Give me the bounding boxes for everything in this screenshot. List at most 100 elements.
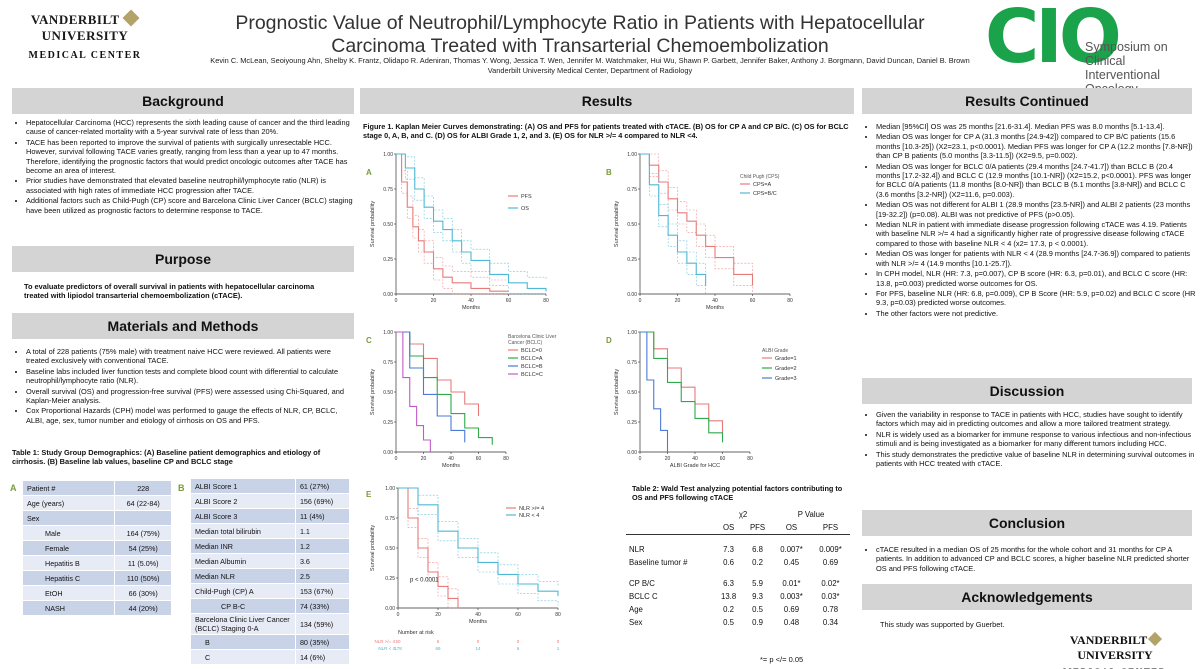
table-row: Hepatitis C 110 (50%) bbox=[21, 570, 172, 586]
table-cell: 5.9 bbox=[752, 579, 763, 588]
table-cell-value: 153 (67%) bbox=[294, 583, 351, 599]
table-cell-value: 64 (22-84) bbox=[114, 495, 172, 511]
km-chart-d: 0.00 0.25 0.50 0.75 1.00 0 20 40 60 80 ALBI Grade … bbox=[614, 330, 797, 469]
results-continued-heading: Results Continued bbox=[862, 88, 1192, 114]
x-tick-label: 60 bbox=[720, 456, 726, 462]
table-cell: Age bbox=[629, 605, 643, 614]
table2-subheader: PFS bbox=[743, 521, 772, 535]
risk-table-value: 6 bbox=[437, 639, 440, 644]
table-cell-label: EtOH bbox=[21, 585, 116, 601]
table-cell-label: Female bbox=[21, 540, 116, 556]
table-row: Child-Pugh (CP) A 153 (67%) bbox=[190, 583, 351, 599]
table-row: Age (years) 64 (22-84) bbox=[21, 495, 172, 511]
table-cell-label: B bbox=[190, 634, 296, 650]
risk-table-value: 14 bbox=[475, 646, 481, 651]
table-cell-value: 156 (69%) bbox=[294, 493, 351, 509]
table-row: CP B/C 6.3 5.9 0.01* 0.02* bbox=[626, 569, 850, 590]
series-ci-upper bbox=[396, 153, 509, 281]
y-tick-label: 0.50 bbox=[383, 390, 393, 396]
x-tick-label: 20 bbox=[665, 456, 671, 462]
legend-label: CPS=B/C bbox=[753, 191, 777, 197]
legend-label: BCLC=0 bbox=[521, 348, 542, 354]
x-tick-label: 40 bbox=[468, 298, 474, 304]
y-axis-label: Survival probability bbox=[614, 369, 620, 415]
table-cell-value bbox=[114, 510, 172, 526]
table-cell: 0.2 bbox=[752, 558, 763, 567]
y-tick-label: 0.75 bbox=[627, 360, 637, 366]
acknowledgements-text: This study was supported by Guerbet. bbox=[880, 620, 1005, 629]
table-cell-label: NASH bbox=[21, 600, 116, 616]
table-row: Barcelona Clinic Liver Cancer (BCLC) Sta… bbox=[190, 613, 351, 635]
x-tick-label: 40 bbox=[448, 456, 454, 462]
vanderbilt-logo-footer: VANDERBILT UNIVERSITY MEDICAL CENTER bbox=[1035, 631, 1195, 669]
table-cell: 0.01* bbox=[782, 579, 801, 588]
series-ci-upper bbox=[640, 153, 706, 275]
results-bullet: For PFS, baseline NLR (HR: 6.8, p=0.009)… bbox=[876, 289, 1196, 308]
oak-leaf-icon bbox=[122, 9, 140, 27]
y-tick-label: 0.00 bbox=[627, 450, 637, 456]
table-cell: 0.69 bbox=[822, 558, 839, 567]
background-bullet: TACE has been reported to improve the su… bbox=[26, 138, 353, 176]
x-tick-label: 80 bbox=[503, 456, 509, 462]
km-chart-a: 0.00 0.25 0.50 0.75 1.00 0 20 40 60 80 Months Survi… bbox=[370, 152, 549, 311]
table1-label-b: B bbox=[178, 483, 185, 493]
table-row: Age 0.2 0.5 0.69 0.78 bbox=[626, 603, 850, 616]
panel-d-label: D bbox=[606, 336, 612, 345]
x-tick-label: 20 bbox=[431, 298, 437, 304]
y-tick-label: 0.00 bbox=[627, 292, 637, 298]
table-row: ALBI Score 3 11 (4%) bbox=[190, 508, 351, 524]
discussion-heading: Discussion bbox=[862, 378, 1192, 404]
y-tick-label: 0.50 bbox=[385, 546, 395, 552]
x-axis-label: Months bbox=[706, 305, 724, 311]
km-chart-c: 0.00 0.25 0.50 0.75 1.00 0 20 40 60 80 Months Survi… bbox=[370, 330, 557, 469]
risk-table-value: 0 bbox=[557, 639, 560, 644]
chart-annotation: p < 0.0001 bbox=[410, 578, 439, 584]
table-cell-value: 11 (5.0%) bbox=[114, 555, 172, 571]
results-bullet: Median OS was longer for CP A (31.3 mont… bbox=[876, 132, 1196, 160]
table-cell-label: ALBI Score 2 bbox=[190, 493, 296, 509]
y-tick-label: 0.50 bbox=[627, 222, 637, 228]
series-line bbox=[398, 487, 459, 608]
table-cell: Sex bbox=[629, 618, 643, 627]
table-cell-label: Median NLR bbox=[190, 568, 296, 584]
plot-area bbox=[396, 154, 546, 294]
purpose-text: To evaluate predictors of overall surviv… bbox=[24, 282, 315, 301]
table-cell: 0.5 bbox=[723, 618, 735, 627]
table2-subheader: OS bbox=[714, 521, 744, 535]
x-tick-label: 20 bbox=[435, 612, 441, 618]
table-cell-label: Patient # bbox=[21, 480, 116, 496]
series-line bbox=[396, 331, 431, 452]
y-tick-label: 1.00 bbox=[385, 486, 395, 492]
table1-a: Patient #228 Age (years) 64 (22-84) Sex Male… bbox=[21, 480, 172, 616]
table-row: Median Albumin 3.6 bbox=[190, 553, 351, 569]
x-tick-label: 0 bbox=[397, 612, 400, 618]
series-line bbox=[396, 153, 509, 292]
background-bullet: Hepatocellular Carcinoma (HCC) represent… bbox=[26, 118, 353, 137]
table-cell-value: 1.1 bbox=[294, 523, 351, 539]
table-row: Patient #228 bbox=[21, 480, 172, 496]
table-cell: Baseline tumor # bbox=[629, 558, 688, 567]
table-cell-label: Barcelona Clinic Liver Cancer (BCLC) Sta… bbox=[190, 613, 296, 635]
y-tick-label: 1.00 bbox=[627, 152, 637, 158]
vanderbilt-logo: VANDERBILT UNIVERSITY MEDICAL CENTER bbox=[10, 9, 160, 61]
table-cell: CP B/C bbox=[629, 579, 655, 588]
series-line bbox=[640, 331, 724, 443]
legend-label: PFS bbox=[521, 194, 532, 200]
table1-caption: Table 1: Study Group Demographics: (A) B… bbox=[12, 448, 321, 467]
table-cell-label: Child-Pugh (CP) A bbox=[190, 583, 296, 599]
table1-label-a: A bbox=[10, 483, 17, 493]
y-axis-label: Survival probability bbox=[370, 525, 376, 571]
table-cell-value: 14 (6%) bbox=[294, 649, 351, 665]
table-cell: 9.3 bbox=[752, 592, 763, 601]
table-cell: 0.007* bbox=[780, 545, 803, 554]
panel-b-label: B bbox=[606, 168, 612, 177]
methods-text: A total of 228 patients (75% male) with … bbox=[8, 347, 353, 426]
legend-title: Cancer (BCLC) bbox=[508, 340, 543, 346]
author-list: Kevin C. McLean, Seoiyoung Ahn, Shelby K… bbox=[210, 56, 970, 75]
series-line bbox=[640, 153, 707, 286]
series-line bbox=[396, 331, 493, 445]
discussion-text: Given the variability in response to TAC… bbox=[858, 410, 1196, 469]
table-cell: 7.3 bbox=[723, 545, 735, 554]
table-cell: 6.8 bbox=[752, 545, 763, 554]
legend-label: OS bbox=[521, 206, 529, 212]
